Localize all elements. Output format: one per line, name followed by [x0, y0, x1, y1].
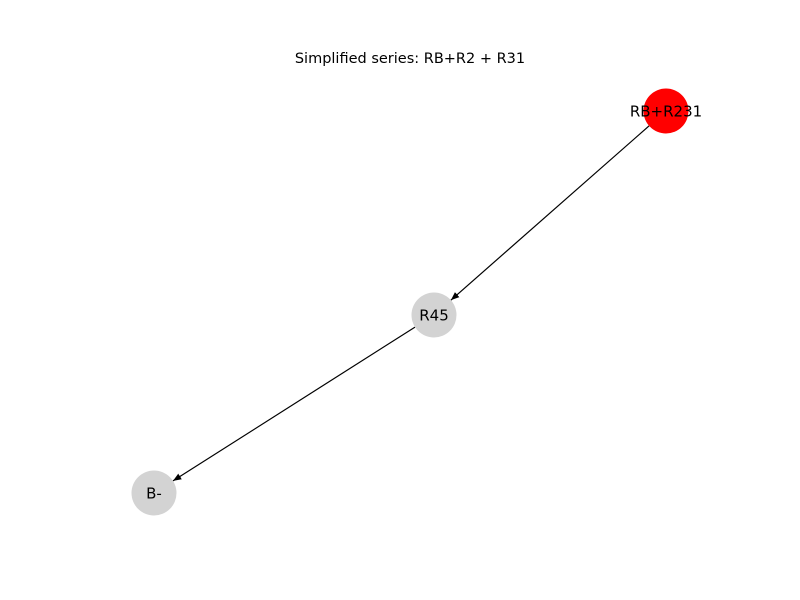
edge-r45-to-b-minus: [172, 326, 416, 482]
node-rb-r231-circle: [643, 88, 689, 134]
node-b-minus-circle: [131, 470, 177, 516]
node-rb-r231-label: RB+R231: [630, 103, 702, 121]
node-b-minus: B-: [131, 470, 177, 516]
node-r45-label: R45: [419, 307, 449, 325]
node-r45-circle: [411, 292, 457, 338]
node-r45: R45: [411, 292, 457, 338]
node-b-minus-label: B-: [146, 485, 162, 503]
edge-rb-r231-to-r45: [450, 125, 650, 301]
node-rb-r231: RB+R231: [630, 88, 702, 134]
nodes-layer: RB+R231 R45 B-: [131, 88, 702, 516]
diagram-title: Simplified series: RB+R2 + R31: [295, 51, 525, 67]
edges-layer: [172, 125, 650, 482]
